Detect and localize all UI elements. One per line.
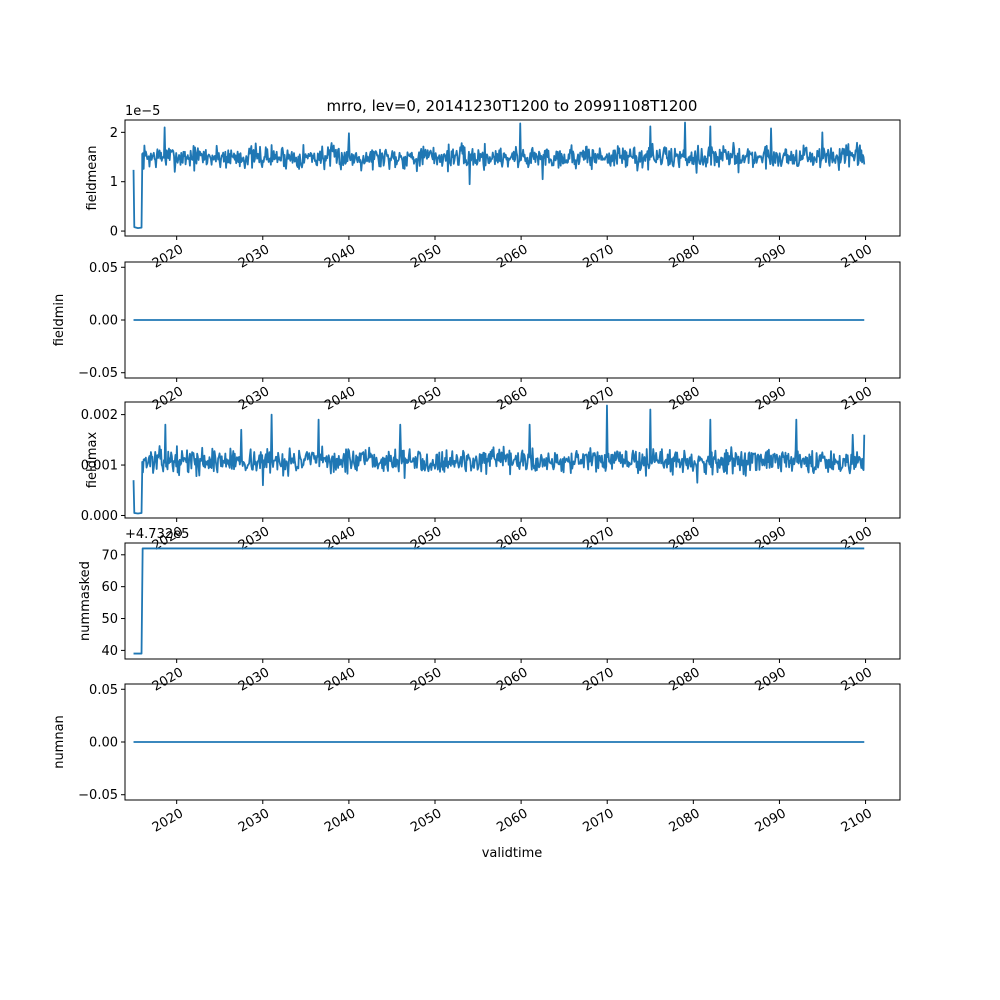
x-tick-label: 2040: [322, 242, 358, 272]
axes-frame-nummasked: [124, 542, 901, 660]
x-tick-label: 2040: [322, 665, 358, 695]
x-tick-label: 2090: [753, 242, 789, 272]
y-tick-label: −0.05: [78, 366, 118, 381]
y-tick-label: 2: [110, 126, 118, 141]
y-tick-label: 0.00: [89, 314, 118, 329]
x-tick-label: 2080: [667, 665, 703, 695]
x-tick-label: 2080: [667, 242, 703, 272]
panel-fieldmin: −0.05 0.00 0.05 2020 2030 2040 2050 2060 2070 208…: [52, 261, 901, 414]
panel-fieldmean: 0 1 2 2020 2030 2040 2050 2060 2070 2080 2090 2100 f…: [85, 104, 901, 272]
y-axis-label-nummasked: nummasked: [78, 561, 93, 641]
x-tick-label: 2030: [236, 384, 272, 414]
x-tick-label: 2090: [753, 384, 789, 414]
x-tick-label: 2090: [753, 665, 789, 695]
x-tick-label: 2100: [839, 806, 875, 836]
axes-frame-fieldmean: [124, 119, 901, 237]
y-tick-label: 1: [110, 175, 118, 190]
x-tick-label: 2050: [408, 242, 444, 272]
x-tick-label: 2100: [839, 242, 875, 272]
x-tick-label: 2020: [150, 242, 186, 272]
x-tick-label: 2070: [580, 665, 616, 695]
x-tick-label: 2080: [667, 806, 703, 836]
x-tick-label: 2050: [408, 806, 444, 836]
panel-nummasked: 40 50 60 70 2020 2030 2040 2050 2060 2070 2080 2090…: [78, 527, 901, 695]
x-axis-label: validtime: [482, 846, 543, 861]
x-tick-label: 2100: [839, 665, 875, 695]
x-tick-label: 2040: [322, 806, 358, 836]
y-tick-label: 0.05: [89, 261, 118, 276]
x-tick-label: 2060: [494, 806, 530, 836]
offset-label-nummasked: +4.732e5: [125, 527, 189, 542]
x-tick-label: 2030: [236, 665, 272, 695]
series-line-fieldmean: [132, 121, 866, 229]
panels: 0 1 2 2020 2030 2040 2050 2060 2070 2080 2090 2100 f…: [52, 104, 901, 836]
x-tick-label: 2020: [150, 665, 186, 695]
x-tick-label: 2060: [494, 384, 530, 414]
x-tick-label: 2060: [494, 242, 530, 272]
x-tick-label: 2090: [753, 806, 789, 836]
x-tick-label: 2020: [150, 384, 186, 414]
y-tick-label: 0.000: [81, 509, 118, 524]
y-tick-label: −0.05: [78, 788, 118, 803]
axes-frame-fieldmax: [124, 401, 901, 519]
x-tick-label: 2050: [408, 665, 444, 695]
y-tick-label: 0.05: [89, 683, 118, 698]
x-tick-label: 2020: [150, 806, 186, 836]
series-line-nummasked: [133, 547, 865, 655]
y-tick-label: 40: [101, 644, 118, 659]
y-tick-label: 0.001: [81, 459, 118, 474]
y-axis-label-fieldmin: fieldmin: [52, 294, 67, 347]
x-tick-label: 2030: [236, 242, 272, 272]
panel-numnan: −0.05 0.00 0.05 2020 2030 2040 2050 2060 2070 208…: [52, 683, 901, 836]
x-tick-label: 2040: [322, 384, 358, 414]
y-tick-label: 70: [101, 548, 118, 563]
x-tick-label: 2060: [494, 665, 530, 695]
x-tick-label: 2100: [839, 384, 875, 414]
x-tick-label: 2070: [580, 806, 616, 836]
y-axis-label-fieldmean: fieldmean: [85, 146, 100, 211]
offset-label-fieldmean: 1e−5: [125, 104, 160, 119]
y-tick-label: 0.00: [89, 736, 118, 751]
y-tick-label: 50: [101, 612, 118, 627]
chart-title: mrro, lev=0, 20141230T1200 to 20991108T1…: [327, 97, 698, 115]
x-tick-label: 2050: [408, 384, 444, 414]
y-tick-label: 0: [110, 225, 118, 240]
series-line-fieldmax: [132, 404, 866, 515]
y-axis-label-numnan: numnan: [52, 715, 67, 769]
x-tick-label: 2070: [580, 384, 616, 414]
y-tick-label: 60: [101, 580, 118, 595]
y-axis-label-fieldmax: fieldmax: [85, 432, 100, 489]
x-tick-label: 2070: [580, 242, 616, 272]
x-tick-label: 2030: [236, 806, 272, 836]
y-tick-label: 0.002: [81, 408, 118, 423]
x-tick-label: 2080: [667, 384, 703, 414]
